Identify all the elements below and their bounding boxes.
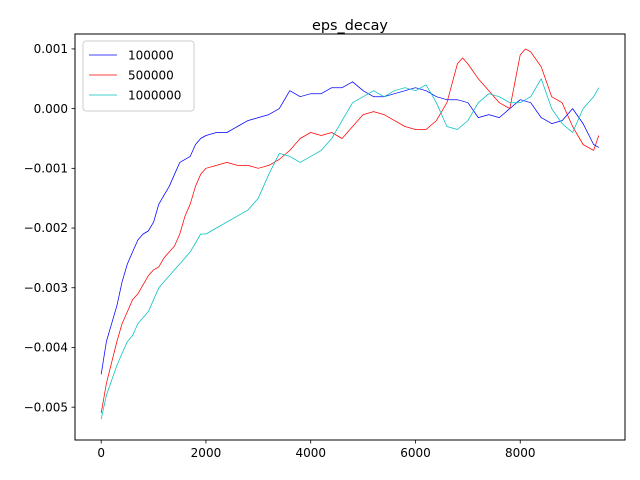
legend-label: 100000 — [128, 49, 174, 63]
series-layer — [100, 48, 600, 420]
plot-area: 0 2000 4000 6000 8000 −0.005−0.004−0.003−0.0… — [24, 33, 626, 460]
y-tick-label: −0.003 — [24, 281, 68, 295]
y-axis: −0.005 −0.004 −0.003 −0.002 −0.001 0.000 0.001 — [24, 42, 75, 414]
axes-frame — [74, 33, 626, 441]
legend-box — [82, 40, 195, 112]
x-tick-label: 8000 — [505, 446, 536, 460]
x-axis: 0 2000 4000 6000 8000 — [97, 440, 536, 460]
y-tick-label: −0.002 — [24, 221, 68, 235]
legend-label: 500000 — [128, 69, 174, 83]
series-line-500000 — [100, 48, 600, 414]
y-tick-label: 0.000 — [34, 102, 68, 116]
series-line-1000000 — [100, 78, 600, 420]
y-tick-label: −0.005 — [24, 400, 68, 414]
y-tick-label: −0.004 — [24, 341, 68, 355]
x-tick-label: 6000 — [400, 446, 431, 460]
x-tick-label: 2000 — [191, 446, 222, 460]
series-line-100000 — [100, 81, 599, 375]
legend-label: 1000000 — [128, 89, 181, 103]
y-tick-label: −0.001 — [24, 162, 68, 176]
x-tick-label: 0 — [97, 446, 105, 460]
chart-title: eps_decay — [312, 18, 388, 34]
x-tick-label: 4000 — [295, 446, 326, 460]
y-tick-label: 0.001 — [34, 42, 68, 56]
legend: 100000 500000 1000000 — [82, 40, 195, 112]
